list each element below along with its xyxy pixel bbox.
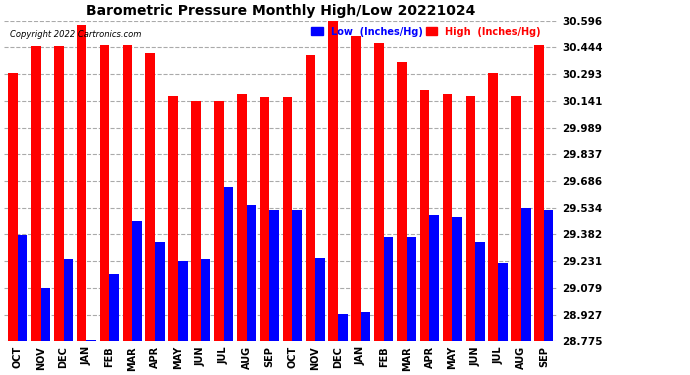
Bar bbox=[132, 221, 142, 341]
Bar bbox=[544, 210, 553, 341]
Bar bbox=[351, 36, 361, 341]
Bar bbox=[100, 45, 109, 341]
Bar bbox=[397, 62, 406, 341]
Bar bbox=[420, 90, 429, 341]
Bar bbox=[123, 45, 132, 341]
Bar bbox=[214, 101, 224, 341]
Bar bbox=[260, 98, 269, 341]
Bar bbox=[109, 273, 119, 341]
Bar bbox=[31, 46, 41, 341]
Bar bbox=[283, 98, 293, 341]
Bar bbox=[328, 20, 338, 341]
Legend: Low  (Inches/Hg), High  (Inches/Hg): Low (Inches/Hg), High (Inches/Hg) bbox=[310, 26, 542, 38]
Bar bbox=[86, 340, 96, 341]
Bar bbox=[168, 96, 178, 341]
Bar bbox=[361, 312, 371, 341]
Bar bbox=[374, 43, 384, 341]
Bar bbox=[77, 25, 86, 341]
Bar bbox=[155, 242, 165, 341]
Title: Barometric Pressure Monthly High/Low 20221024: Barometric Pressure Monthly High/Low 202… bbox=[86, 4, 475, 18]
Bar bbox=[54, 46, 63, 341]
Bar bbox=[224, 187, 233, 341]
Bar bbox=[338, 314, 348, 341]
Bar bbox=[521, 209, 531, 341]
Bar bbox=[237, 94, 246, 341]
Bar bbox=[8, 73, 18, 341]
Bar bbox=[315, 258, 325, 341]
Bar bbox=[306, 55, 315, 341]
Bar bbox=[466, 96, 475, 341]
Bar bbox=[191, 101, 201, 341]
Bar bbox=[406, 237, 416, 341]
Bar bbox=[246, 205, 256, 341]
Bar bbox=[178, 261, 188, 341]
Bar bbox=[534, 45, 544, 341]
Bar bbox=[269, 210, 279, 341]
Bar bbox=[429, 216, 439, 341]
Bar bbox=[384, 237, 393, 341]
Bar bbox=[146, 54, 155, 341]
Bar bbox=[63, 260, 73, 341]
Bar bbox=[498, 263, 508, 341]
Bar bbox=[18, 235, 28, 341]
Bar bbox=[475, 242, 485, 341]
Bar bbox=[201, 260, 210, 341]
Bar bbox=[293, 210, 302, 341]
Bar bbox=[511, 96, 521, 341]
Bar bbox=[489, 73, 498, 341]
Bar bbox=[453, 217, 462, 341]
Bar bbox=[443, 94, 453, 341]
Text: Copyright 2022 Cartronics.com: Copyright 2022 Cartronics.com bbox=[10, 30, 141, 39]
Bar bbox=[41, 288, 50, 341]
